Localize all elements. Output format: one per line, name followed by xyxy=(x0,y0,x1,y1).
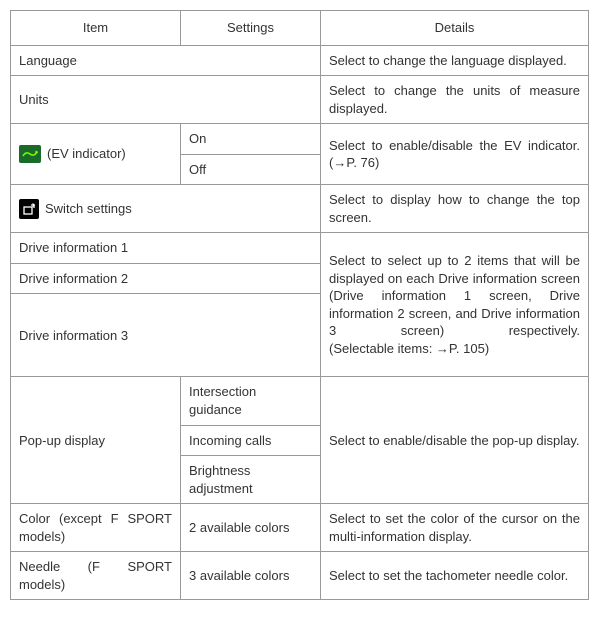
row-popup-1: Pop-up display Intersection guidance Sel… xyxy=(11,377,589,425)
item-ev: (EV indicator) xyxy=(11,124,181,185)
item-switch: Switch settings xyxy=(11,185,321,233)
details-drive-ref: (Selectable items: →P. 105) xyxy=(329,340,580,358)
details-popup: Select to enable/disable the pop-up disp… xyxy=(321,377,589,504)
row-ev-on: (EV indicator) On Select to enable/disab… xyxy=(11,124,589,155)
setting-popup-brightness: Brightness adjustment xyxy=(181,456,321,504)
details-drive: Select to select up to 2 items that will… xyxy=(321,233,589,377)
settings-table: Item Settings Details Language Select to… xyxy=(10,10,589,600)
item-color: Color (except F SPORT models) xyxy=(11,504,181,552)
details-needle: Select to set the tachometer needle colo… xyxy=(321,552,589,600)
setting-popup-calls: Incoming calls xyxy=(181,425,321,456)
setting-popup-intersection: Intersection guidance xyxy=(181,377,321,425)
header-row: Item Settings Details xyxy=(11,11,589,46)
details-ev: Select to enable/disable the EV indicato… xyxy=(321,124,589,185)
details-drive-main: Select to select up to 2 items that will… xyxy=(329,252,580,340)
item-drive3: Drive information 3 xyxy=(11,294,321,377)
details-units: Select to change the units of measure di… xyxy=(321,76,589,124)
item-needle: Needle (F SPORT models) xyxy=(11,552,181,600)
item-popup: Pop-up display xyxy=(11,377,181,504)
row-drive1: Drive information 1 Select to select up … xyxy=(11,233,589,264)
item-units: Units xyxy=(11,76,321,124)
header-details: Details xyxy=(321,11,589,46)
setting-color: 2 available colors xyxy=(181,504,321,552)
switch-settings-icon xyxy=(19,199,39,219)
details-color: Select to set the color of the cursor on… xyxy=(321,504,589,552)
setting-needle: 3 available colors xyxy=(181,552,321,600)
item-switch-label: Switch settings xyxy=(45,200,132,218)
ev-indicator-icon xyxy=(19,145,41,163)
header-settings: Settings xyxy=(181,11,321,46)
row-switch: Switch settings Select to display how to… xyxy=(11,185,589,233)
row-needle: Needle (F SPORT models) 3 available colo… xyxy=(11,552,589,600)
row-language: Language Select to change the language d… xyxy=(11,45,589,76)
setting-ev-off: Off xyxy=(181,154,321,185)
details-switch: Select to display how to change the top … xyxy=(321,185,589,233)
details-language: Select to change the language displayed. xyxy=(321,45,589,76)
item-ev-label: (EV indicator) xyxy=(47,145,126,163)
row-units: Units Select to change the units of meas… xyxy=(11,76,589,124)
header-item: Item xyxy=(11,11,181,46)
setting-ev-on: On xyxy=(181,124,321,155)
item-language: Language xyxy=(11,45,321,76)
row-color: Color (except F SPORT models) 2 availabl… xyxy=(11,504,589,552)
item-drive1: Drive information 1 xyxy=(11,233,321,264)
item-drive2: Drive information 2 xyxy=(11,263,321,294)
